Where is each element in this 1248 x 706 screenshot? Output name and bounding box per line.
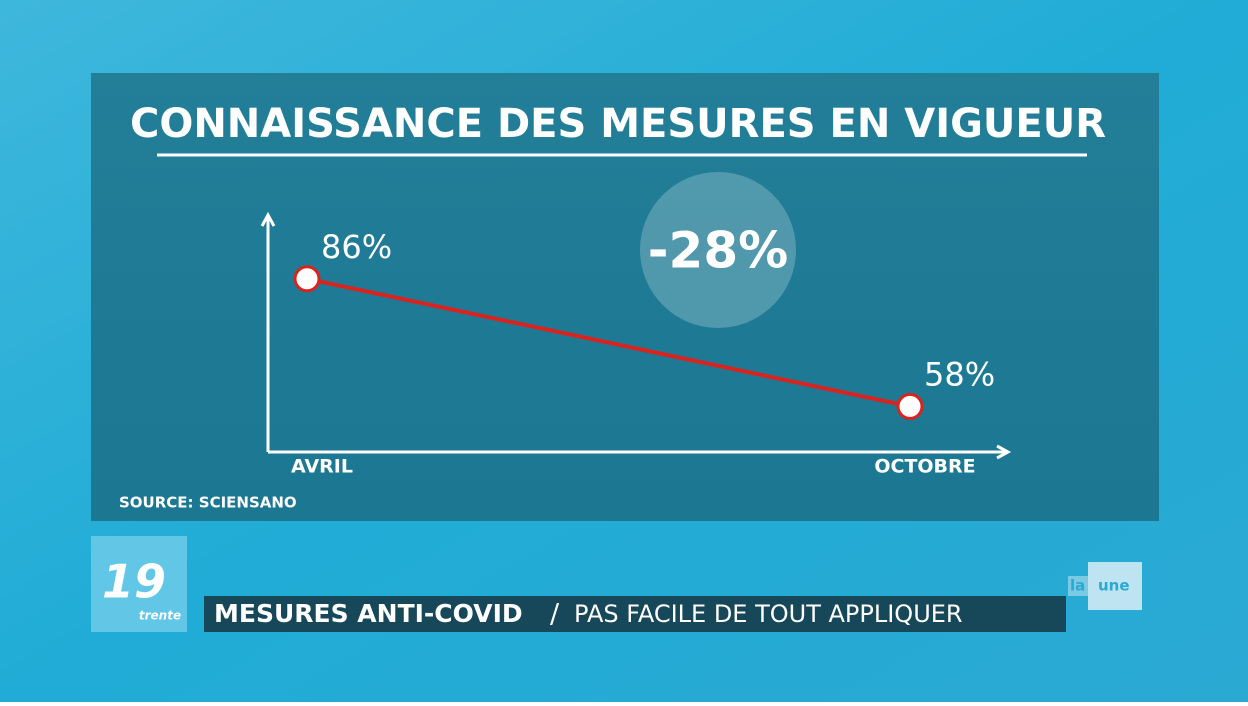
point — [293, 265, 321, 293]
source: SOURCE: SCIENSANO — [119, 494, 297, 512]
x-tick-label: AVRIL — [291, 456, 353, 478]
line — [306, 276, 911, 409]
value-label: 58% — [924, 355, 995, 393]
value-label: 86% — [321, 228, 392, 266]
logo-box — [91, 536, 187, 632]
x-axis-arrow — [996, 444, 1012, 460]
channel-logo-tab — [1068, 576, 1088, 596]
logo-number: 19 — [102, 555, 166, 609]
logo-sub: trente — [139, 609, 181, 623]
channel-la: la — [1070, 577, 1085, 595]
channel-logo — [1088, 562, 1142, 610]
channel-une: une — [1098, 577, 1130, 595]
chart-title: CONNAISSANCE DES MESURES EN VIGUEUR — [130, 101, 1106, 147]
headline-bar — [204, 596, 1066, 632]
headline-rest: PAS FACILE DE TOUT APPLIQUER — [574, 600, 963, 628]
headline-bold: MESURES ANTI-COVID — [214, 599, 523, 628]
point — [896, 392, 924, 420]
annotation-circle — [640, 172, 796, 328]
x-tick-label: OCTOBRE — [874, 456, 975, 478]
headline-separator: / — [550, 599, 560, 630]
annotation: -28% — [648, 222, 788, 280]
